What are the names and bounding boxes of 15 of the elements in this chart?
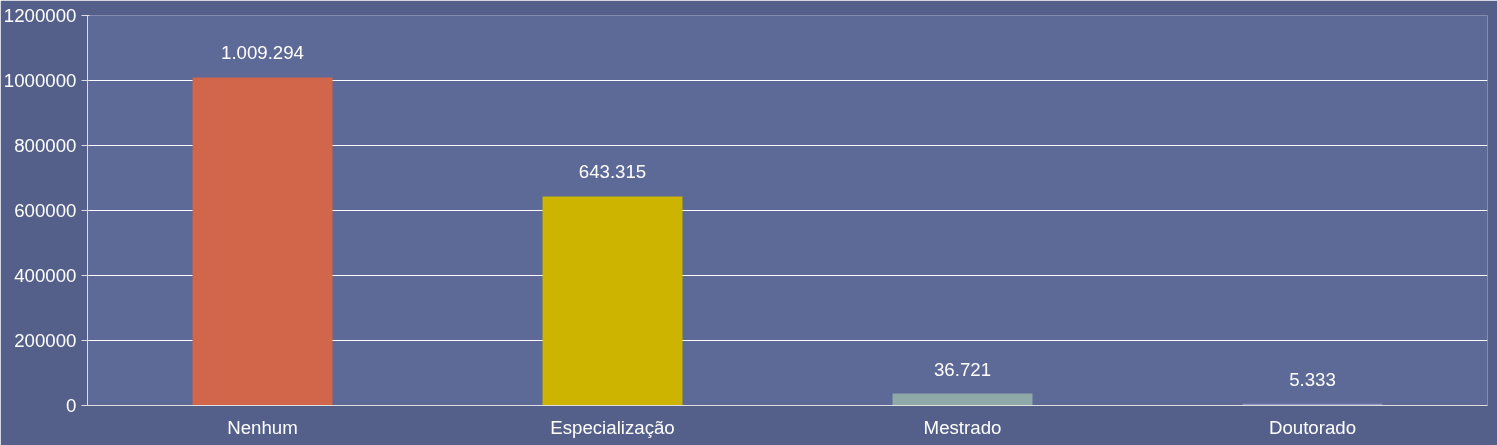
y-tick-label: 800000: [14, 135, 77, 156]
y-tick-label: 0: [66, 395, 77, 416]
x-tick-label: Doutorado: [1268, 416, 1357, 438]
data-label: 5.333: [1289, 368, 1336, 390]
y-tick-label: 600000: [14, 200, 77, 221]
data-label: 643.315: [578, 161, 647, 183]
data-label: 36.721: [933, 358, 992, 380]
y-tick-label: 400000: [14, 265, 77, 286]
y-tick-label: 1200000: [3, 5, 77, 26]
x-tick-label: Nenhum: [227, 416, 298, 438]
x-tick-label: Mestrado: [923, 416, 1002, 438]
x-tick-label: Especialização: [550, 416, 675, 438]
data-label: 1.009.294: [221, 42, 304, 64]
y-tick-label: 200000: [14, 330, 77, 351]
y-tick-label: 1000000: [3, 70, 77, 91]
